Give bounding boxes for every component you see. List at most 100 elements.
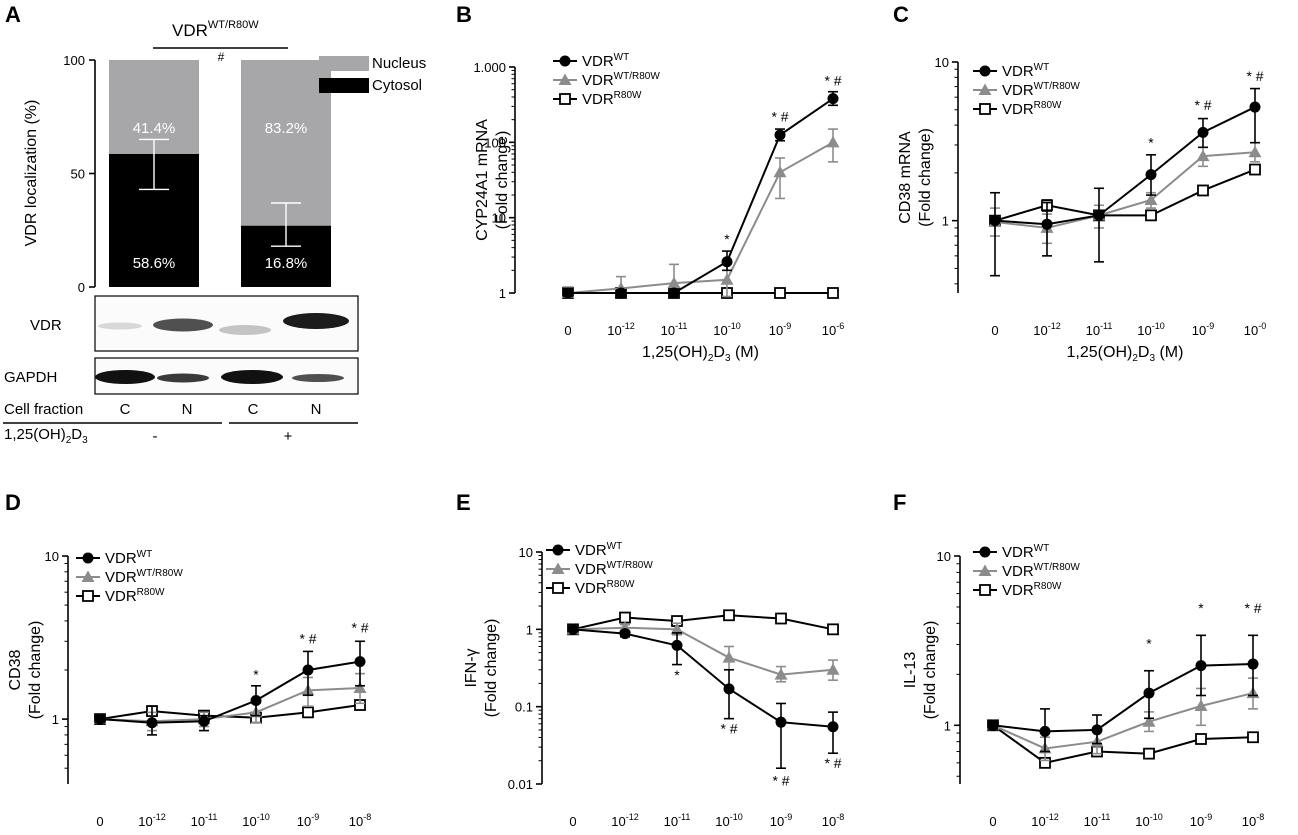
ytick-label: 10 xyxy=(935,55,949,70)
legend-label: VDRWT xyxy=(1002,543,1049,561)
data-point xyxy=(250,695,262,707)
significance-annotation: * # xyxy=(1244,600,1261,616)
panel-d-label: D xyxy=(5,490,21,515)
panel-b-label: B xyxy=(456,2,472,27)
legend-label: VDRWT xyxy=(575,541,622,559)
data-point xyxy=(827,287,839,299)
data-point xyxy=(1142,715,1156,727)
data-point xyxy=(1145,169,1157,181)
series-square xyxy=(987,719,1259,769)
xtick-label: 10-10 xyxy=(1135,812,1162,829)
gapdh-band-2 xyxy=(157,373,209,383)
data-point xyxy=(1249,163,1261,176)
series-triangle xyxy=(566,621,840,683)
legend-marker xyxy=(82,552,94,564)
legend-marker xyxy=(978,83,992,95)
data-point xyxy=(670,622,684,635)
data-point xyxy=(775,716,787,728)
series-line xyxy=(572,626,834,676)
data-point xyxy=(1195,660,1207,672)
data-point xyxy=(1143,687,1155,699)
panel-c-xlabel: 1,25(OH)2D3 (M) xyxy=(1067,344,1184,364)
xtick-label: 10-12 xyxy=(607,321,634,338)
data-point xyxy=(1145,209,1157,222)
vdr-band-1 xyxy=(98,322,142,330)
xtick-label: 10-11 xyxy=(1084,812,1111,829)
significance-annotation: * xyxy=(674,667,680,683)
genotype-base: VDR xyxy=(172,21,208,40)
legend-label: VDRR80W xyxy=(582,90,642,108)
data-point xyxy=(720,273,734,285)
significance-annotation: * # xyxy=(351,619,368,635)
ytick-label: 10 xyxy=(937,549,951,564)
panel-a-ylabel: VDR localization (%) xyxy=(23,100,40,247)
fraction-c-2: C xyxy=(248,401,259,418)
panel-a-label: A xyxy=(5,2,21,27)
legend-nucleus-label: Nucleus xyxy=(372,55,426,72)
xtick-label: 10-9 xyxy=(1192,321,1214,338)
series-line xyxy=(99,660,361,724)
legend-marker xyxy=(979,546,991,558)
gapdh-band-1 xyxy=(95,370,155,384)
legend-marker xyxy=(979,584,991,596)
ytick-label: 0.01 xyxy=(508,777,533,792)
xtick-label: 10-10 xyxy=(715,812,742,829)
panel-a-ytick-label: 100 xyxy=(63,53,85,68)
vdr-band-3 xyxy=(219,325,271,335)
legend-marker xyxy=(552,544,564,556)
significance-annotation: * # xyxy=(1194,97,1211,113)
panel-d: D 1 10 CD38 (Fold change) 0 10-12 10-11 10-10 10-… xyxy=(5,490,371,829)
data-point xyxy=(1249,101,1261,113)
xtick-label: 10-10 xyxy=(1137,321,1164,338)
series-circle xyxy=(987,634,1259,753)
legend-label: VDRWT/R80W xyxy=(582,71,660,89)
treatment-label: 1,25(OH)2D3 xyxy=(4,426,88,446)
series-triangle xyxy=(561,128,840,298)
series-line xyxy=(992,663,1254,733)
blot-label-vdr: VDR xyxy=(30,317,62,334)
significance-annotation: * # xyxy=(1246,68,1263,84)
data-point xyxy=(667,276,681,289)
panel-c-ylabel: CD38 mRNA (Fold change) xyxy=(897,128,934,227)
data-point xyxy=(1197,126,1209,138)
panel-f-label: F xyxy=(893,490,906,515)
xtick-label: 0 xyxy=(989,814,996,829)
panel-a-yticks: 100 50 0 xyxy=(63,53,95,295)
series-line xyxy=(99,687,361,723)
legend-label: VDRWT/R80W xyxy=(1002,562,1080,580)
data-point xyxy=(722,651,736,663)
data-point xyxy=(146,717,158,729)
panel-f: F 1 10 IL-13 (Fold change) 0 10-12 10-11 10-10 10… xyxy=(893,490,1264,829)
legend-label: VDRR80W xyxy=(1002,100,1062,118)
xtick-label: 10-9 xyxy=(769,321,791,338)
cell-fraction-label: Cell fraction xyxy=(4,401,83,418)
data-point xyxy=(773,165,787,178)
data-point xyxy=(775,612,787,625)
data-point xyxy=(1091,724,1103,736)
ytick-label: 0.1 xyxy=(515,700,533,715)
legend-marker xyxy=(559,93,571,105)
data-point xyxy=(1195,733,1207,745)
fraction-c-1: C xyxy=(120,401,131,418)
data-point xyxy=(827,623,839,636)
panel-a-ytick-label: 0 xyxy=(78,280,85,295)
data-point xyxy=(987,719,999,731)
ytick-label: 10 xyxy=(519,545,533,560)
genotype-header: VDRWT/R80W xyxy=(172,19,259,40)
ytick-label: 10 xyxy=(45,549,59,564)
data-point xyxy=(826,135,840,148)
data-point xyxy=(827,721,839,733)
data-point xyxy=(353,681,367,694)
data-point xyxy=(723,683,735,695)
xtick-label: 10-6 xyxy=(822,321,844,338)
significance-annotation: * xyxy=(724,231,730,247)
ytick-label: 1.000 xyxy=(473,60,506,75)
legend-marker xyxy=(81,570,95,582)
panel-e-label: E xyxy=(456,490,471,515)
xtick-label: 10-0 xyxy=(1244,321,1266,338)
legend-label: VDRWT xyxy=(1002,62,1049,80)
legend-marker xyxy=(558,73,572,85)
